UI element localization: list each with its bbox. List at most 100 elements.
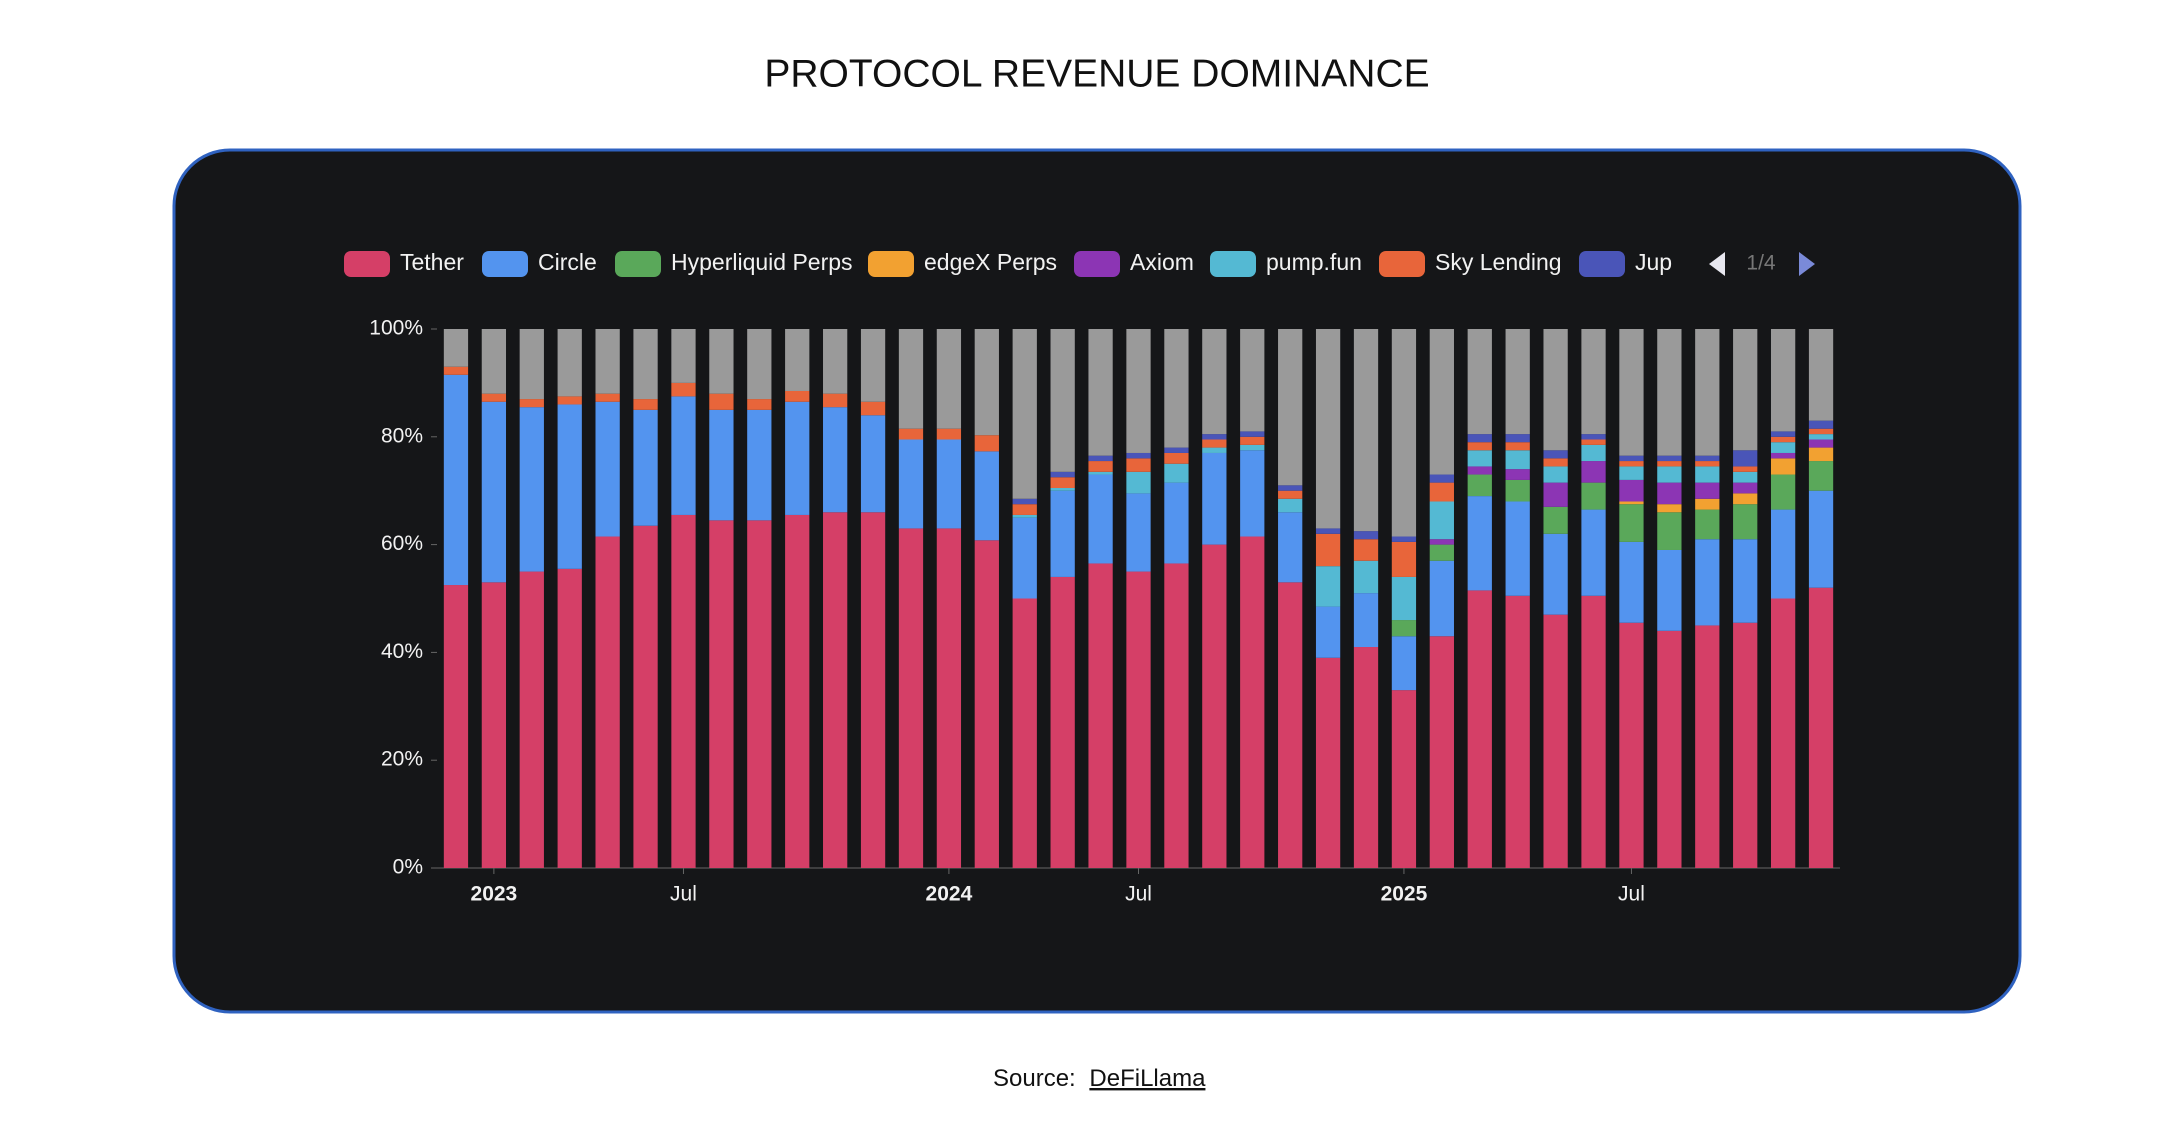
bar-segment xyxy=(1240,329,1265,432)
bar-segment xyxy=(1505,595,1530,868)
bar-segment xyxy=(1808,329,1834,421)
legend-label: Sky Lending xyxy=(1435,249,1562,275)
bar-segment xyxy=(1808,439,1834,448)
bar-segment xyxy=(1012,514,1037,518)
bar-segment xyxy=(1240,450,1265,537)
bar-segment xyxy=(557,568,582,868)
bar-segment xyxy=(1240,536,1265,868)
bar-segment xyxy=(1695,466,1720,483)
bar-segment xyxy=(1164,447,1189,453)
x-tick-label: 2024 xyxy=(926,883,973,906)
bar-segment xyxy=(1315,329,1341,529)
bar-segment xyxy=(1695,455,1720,462)
bar-segment xyxy=(1808,461,1834,491)
bar-segment xyxy=(1543,329,1568,451)
bar-segment xyxy=(1543,458,1568,467)
bar-segment xyxy=(1770,436,1796,443)
bar-segment xyxy=(1770,452,1796,459)
bar-segment xyxy=(1202,434,1227,440)
bar-segment xyxy=(1126,458,1151,472)
bar-segment xyxy=(1581,595,1606,868)
bar-segment xyxy=(1353,593,1379,648)
y-tick-label: 0% xyxy=(393,856,423,879)
bar-segment xyxy=(747,399,772,410)
bar-segment xyxy=(1733,493,1758,505)
bar-segment xyxy=(1126,571,1151,868)
bar-segment xyxy=(860,401,886,416)
bar-segment xyxy=(1770,474,1796,510)
x-tick-label: Jul xyxy=(1125,883,1152,906)
bar-segment xyxy=(1391,636,1417,691)
bar-segment xyxy=(709,329,734,394)
bar-segment xyxy=(1581,439,1606,445)
x-tick-label: Jul xyxy=(1618,883,1645,906)
bar-segment xyxy=(1505,442,1530,451)
bar-segment xyxy=(1391,620,1417,637)
bar-segment xyxy=(936,528,962,868)
bar-segment xyxy=(1467,466,1492,475)
bar-segment xyxy=(974,329,999,436)
bar-segment xyxy=(1429,544,1454,561)
bar-segment xyxy=(1543,533,1568,615)
bar-segment xyxy=(1657,455,1682,462)
bar-segment xyxy=(860,329,886,402)
y-tick-label: 100% xyxy=(369,317,423,340)
bar-segment xyxy=(860,415,886,513)
bar-segment xyxy=(1467,590,1492,868)
bar-segment xyxy=(1770,431,1796,437)
bar-segment xyxy=(1467,442,1492,451)
bar-segment xyxy=(1733,471,1758,483)
source-link[interactable]: DeFiLlama xyxy=(1089,1065,1206,1092)
chart-title: PROTOCOL REVENUE DOMINANCE xyxy=(764,52,1429,95)
x-tick-label: 2023 xyxy=(471,883,518,906)
legend-prev[interactable] xyxy=(1709,252,1725,276)
bar-segment xyxy=(709,409,734,521)
bar-segment xyxy=(785,514,810,868)
bar-segment xyxy=(1429,560,1454,637)
legend-swatch xyxy=(344,251,390,277)
bar-segment xyxy=(1164,329,1189,448)
legend-page: 1/4 xyxy=(1746,252,1776,275)
bar-segment xyxy=(1808,434,1834,440)
bar-segment xyxy=(1619,541,1644,623)
bar-segment xyxy=(1770,329,1796,432)
bar-segment xyxy=(1581,444,1606,462)
bar-segment xyxy=(1088,474,1113,564)
bar-segment xyxy=(1619,455,1644,462)
bar-segment xyxy=(1657,504,1682,513)
bar-segment xyxy=(1505,450,1530,470)
legend-swatch xyxy=(1379,251,1425,277)
bar-segment xyxy=(1808,490,1834,588)
bar-segment xyxy=(595,401,620,537)
bar-segment xyxy=(1581,482,1606,510)
bar-segment xyxy=(823,512,848,868)
bar-segment xyxy=(1353,329,1379,532)
legend-label: Hyperliquid Perps xyxy=(671,249,853,275)
bar-segment xyxy=(595,536,620,868)
bar-segment xyxy=(1353,539,1379,561)
legend-swatch xyxy=(868,251,914,277)
bar-segment xyxy=(519,571,544,868)
legend-label: edgeX Perps xyxy=(924,249,1057,275)
bar-segment xyxy=(898,329,924,429)
bar-segment xyxy=(823,407,848,513)
bar-segment xyxy=(974,435,999,452)
bar-segment xyxy=(1619,461,1644,467)
bar-segment xyxy=(1505,434,1530,443)
legend-next[interactable] xyxy=(1799,252,1815,276)
bar-segment xyxy=(1012,329,1037,499)
bar-segment xyxy=(595,393,620,402)
bar-segment xyxy=(1391,576,1417,621)
bar-segment xyxy=(1050,576,1075,868)
bar-segment xyxy=(1391,329,1417,537)
bar-segment xyxy=(1733,539,1758,623)
bar-segment xyxy=(1695,539,1720,626)
bar-segment xyxy=(1126,452,1151,459)
bar-segment xyxy=(747,409,772,521)
bar-segment xyxy=(1278,490,1303,499)
y-tick-label: 80% xyxy=(381,424,423,447)
bar-segment xyxy=(519,407,544,572)
bar-segment xyxy=(481,401,507,583)
bar-segment xyxy=(633,329,658,400)
bar-segment xyxy=(1733,466,1758,472)
